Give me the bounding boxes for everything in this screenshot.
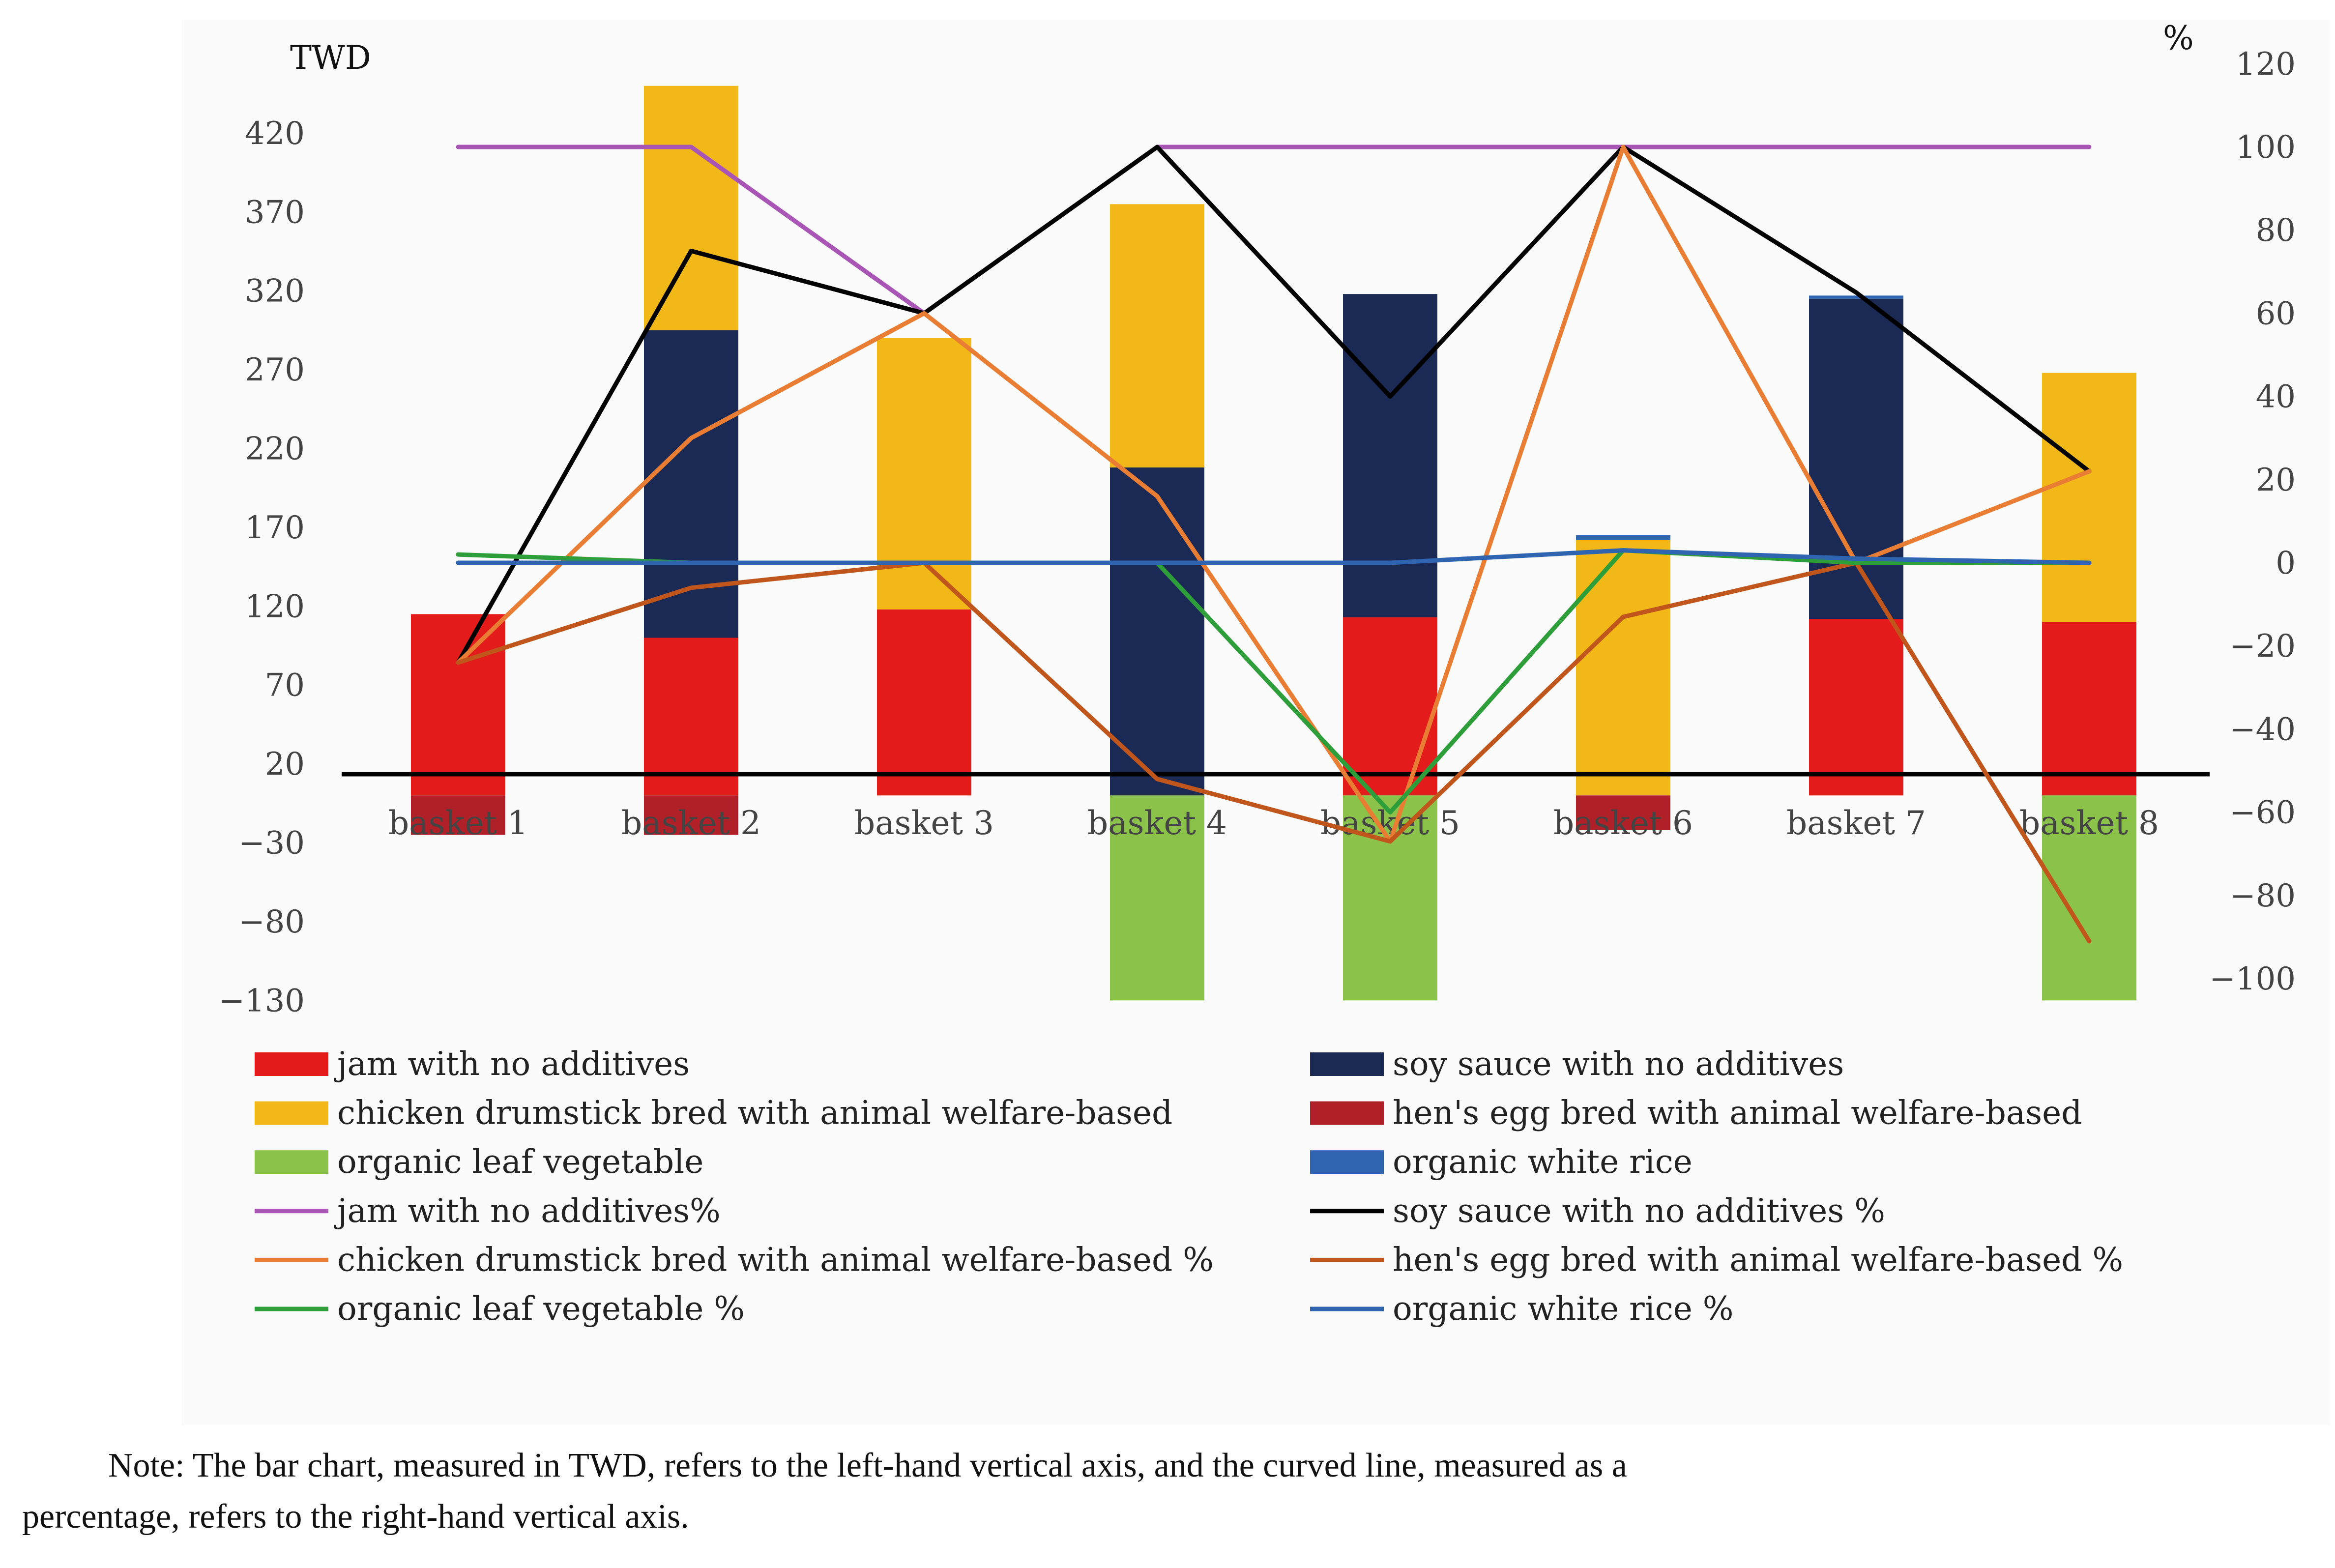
bar-hen-s-egg-bred-with-animal-welfare-based-2 <box>644 795 738 835</box>
legend-label-organic-leaf-vegetable-pct: organic leaf vegetable % <box>337 1290 745 1328</box>
legend-label-organic-white-rice-pct: organic white rice % <box>1393 1290 1733 1328</box>
line-jam-with-no-additives-pct <box>456 145 2092 316</box>
bar-soy-sauce-with-no-additives-5 <box>1343 294 1437 617</box>
line-hen-s-egg-bred-with-animal-welfare-based-pct <box>456 560 2092 944</box>
category-label-4: basket 4 <box>1087 804 1227 842</box>
legend-swatch-organic-leaf-vegetable <box>255 1150 328 1174</box>
left-axis-label: TWD <box>290 39 371 77</box>
left-tick-label: −130 <box>218 983 305 1019</box>
bar-chicken-drumstick-bred-with-animal-welfare-based-4 <box>1110 204 1204 468</box>
legend-swatch-organic-white-rice <box>1310 1150 1384 1174</box>
legend-label-chicken-drumstick-bred-with-animal-welfare-based: chicken drumstick bred with animal welfa… <box>337 1094 1172 1132</box>
legend-swatch-chicken-drumstick-bred-with-animal-welfare-based <box>255 1101 328 1125</box>
left-axis-ticks: 420 370 320 270 220 170 120 70 20 −30 −80 −130 <box>218 116 305 1019</box>
bar-chicken-drumstick-bred-with-animal-welfare-based-6 <box>1576 540 1670 796</box>
legend-label-soy-sauce-with-no-additives-pct: soy sauce with no additives % <box>1393 1192 1885 1230</box>
bar-hen-s-egg-bred-with-animal-welfare-based-6 <box>1576 795 1670 830</box>
legend-swatch-hen-s-egg-bred-with-animal-welfare-based <box>1310 1101 1384 1125</box>
right-tick-label: 100 <box>2236 129 2296 166</box>
legend-label-organic-white-rice: organic white rice <box>1393 1143 1693 1181</box>
bar-jam-with-no-additives-5 <box>1343 617 1437 796</box>
category-labels: basket 1 basket 2 basket 3 basket 4 basket 5… <box>388 804 2159 842</box>
bar-soy-sauce-with-no-additives-4 <box>1110 467 1204 796</box>
combo-chart: basket 1 basket 2 basket 3 basket 4 basket 5… <box>218 19 2296 1328</box>
right-tick-label: 40 <box>2256 379 2296 415</box>
right-tick-label: 60 <box>2256 295 2296 332</box>
line-soy-sauce-with-no-additives-pct <box>456 145 2092 665</box>
line-chicken-drumstick-bred-with-animal-welfare-based-pct <box>456 145 2092 844</box>
bar-jam-with-no-additives-7 <box>1809 619 1903 796</box>
left-tick-label: 170 <box>245 510 305 546</box>
legend-label-hen-s-egg-bred-with-animal-welfare-based-pct: hen's egg bred with animal welfare-based… <box>1393 1241 2123 1278</box>
left-tick-label: 320 <box>245 273 305 310</box>
chart-note: Note: The bar chart, measured in TWD, re… <box>22 1440 2308 1542</box>
bar-chicken-drumstick-bred-with-animal-welfare-based-3 <box>877 338 971 610</box>
right-tick-label: −20 <box>2229 628 2296 665</box>
category-label-2: basket 2 <box>621 804 761 842</box>
right-tick-label: 80 <box>2256 212 2296 249</box>
left-tick-label: −30 <box>238 825 305 862</box>
legend-swatch-soy-sauce-with-no-additives <box>1310 1052 1384 1076</box>
left-tick-label: 20 <box>265 746 305 783</box>
left-tick-label: 220 <box>245 431 305 467</box>
category-label-3: basket 3 <box>854 804 994 842</box>
right-axis-label: % <box>2163 19 2194 57</box>
note-line-1: Note: The bar chart, measured in TWD, re… <box>108 1447 1627 1484</box>
right-tick-label: −100 <box>2209 961 2296 997</box>
category-label-6: basket 6 <box>1553 804 1693 842</box>
legend-swatch-jam-with-no-additives <box>255 1052 328 1076</box>
bar-jam-with-no-additives-1 <box>411 614 505 796</box>
legend-label-chicken-drumstick-bred-with-animal-welfare-based-pct: chicken drumstick bred with animal welfa… <box>337 1241 1214 1278</box>
bar-jam-with-no-additives-2 <box>644 638 738 796</box>
legend-label-jam-with-no-additives-pct: jam with no additives% <box>334 1192 721 1230</box>
right-tick-label: −80 <box>2229 878 2296 914</box>
legend-label-jam-with-no-additives: jam with no additives <box>334 1045 690 1083</box>
category-label-7: basket 7 <box>1786 804 1926 842</box>
right-tick-label: 120 <box>2236 46 2296 83</box>
bar-hen-s-egg-bred-with-animal-welfare-based-1 <box>411 795 505 835</box>
bar-organic-white-rice-7 <box>1809 295 1903 299</box>
left-tick-label: 420 <box>245 116 305 152</box>
legend-label-hen-s-egg-bred-with-animal-welfare-based: hen's egg bred with animal welfare-based <box>1393 1094 2082 1132</box>
right-axis-ticks: 120 100 80 60 40 20 0 −20 −40 −60 −80 −100 <box>2209 46 2296 997</box>
bar-soy-sauce-with-no-additives-2 <box>644 330 738 638</box>
bar-chicken-drumstick-bred-with-animal-welfare-based-2 <box>644 86 738 330</box>
left-tick-label: −80 <box>238 904 305 940</box>
bar-organic-leaf-vegetable-5 <box>1343 795 1437 1001</box>
legend: jam with no additives soy sauce with no a… <box>255 1045 2123 1328</box>
right-tick-label: 0 <box>2276 545 2296 581</box>
line-layer <box>456 145 2092 944</box>
bar-organic-white-rice-6 <box>1576 535 1670 540</box>
category-label-8: basket 8 <box>2019 804 2159 842</box>
category-label-1: basket 1 <box>388 804 528 842</box>
line-organic-white-rice-pct <box>456 548 2092 565</box>
left-tick-label: 120 <box>245 588 305 625</box>
left-tick-label: 370 <box>245 194 305 231</box>
right-tick-label: −60 <box>2229 795 2296 831</box>
bar-organic-leaf-vegetable-4 <box>1110 795 1204 1001</box>
right-tick-label: 20 <box>2256 462 2296 498</box>
legend-label-organic-leaf-vegetable: organic leaf vegetable <box>337 1143 703 1181</box>
left-tick-label: 270 <box>245 352 305 388</box>
bar-jam-with-no-additives-3 <box>877 609 971 796</box>
left-tick-label: 70 <box>265 668 305 704</box>
bar-jam-with-no-additives-8 <box>2042 622 2136 796</box>
legend-label-soy-sauce-with-no-additives: soy sauce with no additives <box>1393 1045 1844 1083</box>
bar-chicken-drumstick-bred-with-animal-welfare-based-8 <box>2042 373 2136 622</box>
right-tick-label: −40 <box>2229 711 2296 748</box>
bar-organic-leaf-vegetable-8 <box>2042 795 2136 1001</box>
note-line-2: percentage, refers to the right-hand ver… <box>22 1498 689 1536</box>
